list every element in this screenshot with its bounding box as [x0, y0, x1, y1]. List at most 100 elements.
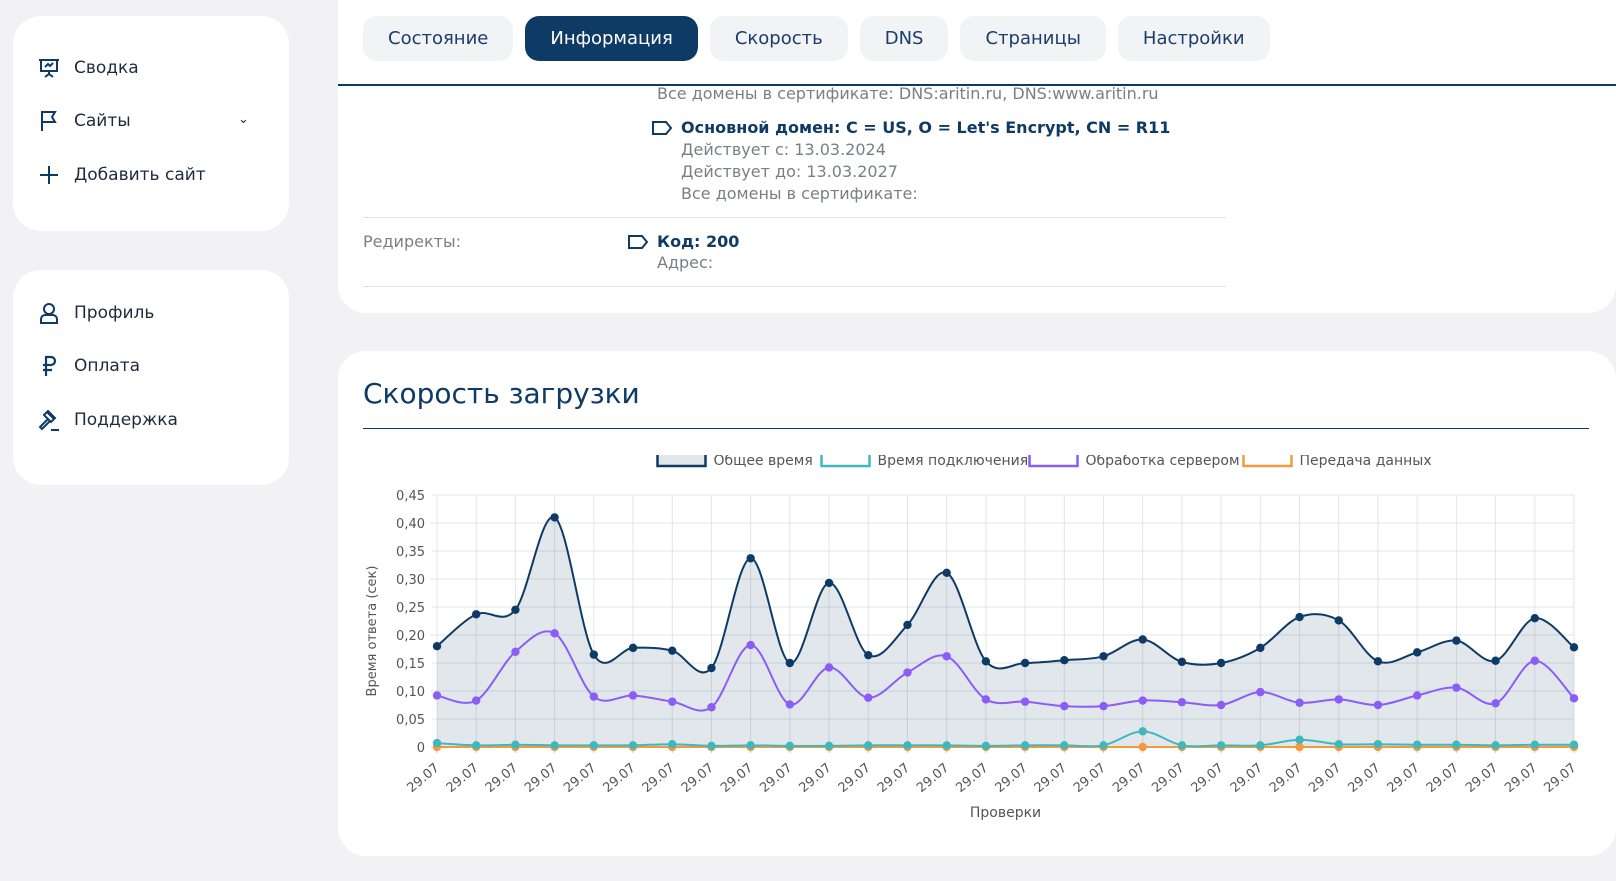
data-point [824, 741, 834, 751]
x-tick-label: 29.07 [1071, 761, 1109, 796]
redirect-code: Код: 200 [627, 232, 739, 251]
x-axis-title: Проверки [970, 805, 1041, 821]
sidebar-item-sites[interactable]: Сайты ⌄ [38, 110, 249, 132]
x-tick-label: 29.07 [993, 761, 1031, 796]
data-point [1334, 695, 1343, 704]
data-point [1491, 699, 1500, 708]
data-point [864, 650, 873, 660]
tab-status[interactable]: Состояние [363, 16, 514, 61]
y-tick-label: 0,40 [396, 517, 425, 532]
data-point [1530, 614, 1539, 623]
sidebar-item-profile[interactable]: Профиль [38, 302, 154, 324]
y-tick-label: 0,45 [396, 489, 425, 504]
data-point [942, 652, 951, 661]
y-tick-label: 0,10 [396, 685, 425, 700]
sidebar-item-payment[interactable]: Оплата [38, 355, 140, 377]
x-tick-label: 29.07 [1228, 761, 1266, 796]
x-tick-label: 29.07 [1189, 761, 1227, 796]
x-tick-label: 29.07 [836, 761, 874, 796]
cert-main-domain-text: Основной домен: C = US, O = Let's Encryp… [681, 118, 1171, 137]
data-point [589, 692, 599, 701]
data-point [824, 663, 834, 672]
data-point [707, 741, 716, 751]
data-point [1530, 740, 1539, 749]
sidebar-item-add-site[interactable]: Добавить сайт [38, 164, 206, 186]
data-point [707, 663, 716, 673]
data-point [432, 738, 442, 748]
data-point [903, 741, 912, 750]
data-point [785, 658, 795, 668]
x-tick-label: 29.07 [953, 761, 991, 796]
y-axis-title: Время ответа (сек) [365, 566, 380, 697]
data-point [1138, 727, 1147, 736]
data-point [589, 650, 599, 659]
data-point [746, 741, 755, 750]
series-line [436, 516, 1575, 674]
data-point [864, 741, 873, 750]
data-point [1412, 691, 1422, 700]
x-tick-label: 29.07 [679, 761, 717, 796]
x-tick-label: 29.07 [640, 761, 678, 796]
y-tick-label: 0,35 [396, 545, 425, 560]
tab-info[interactable]: Информация [525, 16, 698, 61]
data-point [1295, 742, 1304, 752]
tab-speed[interactable]: Скорость [709, 16, 848, 61]
user-icon [38, 302, 60, 324]
data-point [1138, 635, 1147, 644]
chevron-down-icon[interactable]: ⌄ [238, 112, 249, 127]
x-tick-label: 29.07 [600, 761, 638, 796]
data-point [1295, 735, 1304, 744]
x-tick-label: 29.07 [1385, 761, 1423, 796]
y-tick-label: 0,30 [396, 573, 425, 588]
data-point [864, 693, 873, 702]
sidebar-item-label: Профиль [74, 303, 155, 323]
ruble-icon [38, 355, 60, 377]
sidebar-account-card [13, 270, 289, 485]
sidebar-item-summary[interactable]: Сводка [38, 57, 139, 79]
x-tick-label: 29.07 [1267, 761, 1305, 796]
tag-icon [652, 120, 673, 135]
data-point [1530, 656, 1539, 665]
data-point [1177, 657, 1187, 667]
legend-label: Обработка сервером [1086, 455, 1240, 469]
data-point [1138, 696, 1147, 705]
data-point [1373, 657, 1383, 666]
data-point [1569, 694, 1579, 703]
data-point [589, 741, 599, 750]
data-point [1295, 698, 1304, 707]
legend-swatch [656, 455, 707, 468]
chart-title-underline [363, 428, 1589, 429]
data-point [628, 643, 638, 653]
tab-dns[interactable]: DNS [859, 16, 949, 61]
data-point [472, 696, 481, 705]
data-point [1060, 701, 1069, 711]
tab-settings[interactable]: Настройки [1117, 16, 1270, 61]
tab-bar: Состояние Информация Скорость DNS Страни… [363, 16, 1270, 61]
data-point [1569, 740, 1579, 749]
data-point [1373, 740, 1383, 749]
data-point [903, 668, 912, 677]
data-point [1020, 741, 1030, 750]
y-tick-label: 0,25 [396, 601, 425, 616]
data-point [1569, 643, 1579, 652]
sidebar-item-support[interactable]: Поддержка [38, 409, 178, 431]
data-point [1295, 612, 1304, 622]
data-point [628, 741, 638, 750]
data-point [1256, 687, 1265, 697]
x-tick-label: 29.07 [444, 761, 482, 796]
legend-swatch [1028, 455, 1079, 468]
data-point [1216, 658, 1226, 668]
x-tick-label: 29.07 [1502, 761, 1540, 796]
data-point [1177, 741, 1187, 750]
x-tick-label: 29.07 [1306, 761, 1344, 796]
legend-swatch [1242, 455, 1293, 468]
data-point [1452, 740, 1461, 749]
tab-pages[interactable]: Страницы [960, 16, 1106, 61]
x-tick-label: 29.07 [875, 761, 913, 796]
y-tick-label: 0 [417, 741, 425, 756]
data-point [1138, 742, 1147, 752]
redirect-code-text: Код: 200 [657, 232, 740, 251]
x-tick-label: 29.07 [522, 761, 560, 796]
x-tick-label: 29.07 [1424, 761, 1462, 796]
sidebar-item-label: Сводка [74, 58, 139, 78]
